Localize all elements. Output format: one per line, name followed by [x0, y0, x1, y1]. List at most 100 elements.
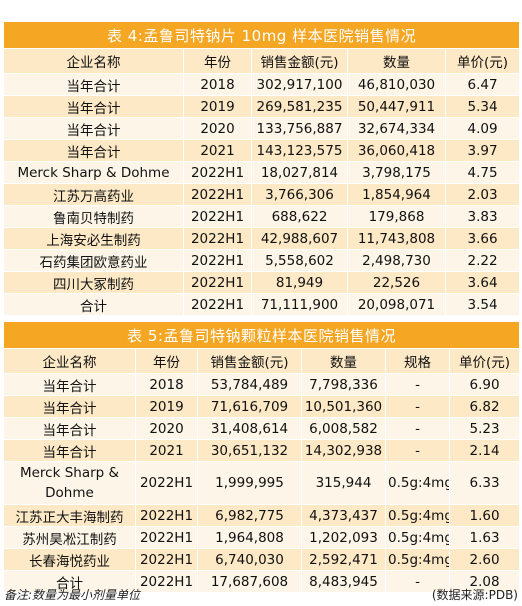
- unit-price-cell: 6.82: [448, 395, 521, 418]
- spec-cell: 0.5g:4mg: [385, 548, 450, 571]
- unit-price-cell: 3.83: [444, 205, 521, 228]
- table-header-row: 企业名称 年份 销售金额(元) 数量 规格 单价(元): [3, 348, 521, 374]
- table-5-title: 表 5:孟鲁司特钠颗粒样本医院销售情况: [2, 321, 521, 349]
- company-cell: 当年合计: [3, 139, 184, 162]
- sales-amount-cell: 18,027,814: [251, 161, 348, 184]
- header-unit-price: 单价(元): [448, 348, 521, 374]
- company-cell: 当年合计: [3, 395, 136, 418]
- unit-price-cell: 6.47: [444, 73, 521, 96]
- table-row: 上海安必生制药 2022H1 42,988,607 11,743,808 3.66: [3, 227, 521, 250]
- spec-cell: -: [385, 570, 450, 593]
- header-sales-amount: 销售金额(元): [197, 348, 302, 374]
- quantity-cell: 14,302,938: [301, 439, 386, 462]
- table-row: 当年合计 2018 53,784,489 7,798,336-6.90: [3, 373, 521, 396]
- quantity-cell: 179,868: [347, 205, 446, 228]
- table-4: 表 4:孟鲁司特钠片 10mg 样本医院销售情况 企业名称 年份 销售金额(元)…: [2, 21, 521, 316]
- unit-price-cell: 6.90: [448, 373, 521, 396]
- unit-price-cell: 3.97: [444, 139, 521, 162]
- sales-amount-cell: 6,740,030: [197, 548, 302, 571]
- spec-cell: 0.5g:4mg: [385, 504, 450, 527]
- table-row: 江苏正大丰海制药 2022H1 6,982,775 4,373,437 0.5g:4mg…: [3, 504, 521, 527]
- company-cell: 合计: [3, 293, 184, 316]
- table-row: 当年合计 2020 133,756,887 32,674,334 4.09: [3, 117, 521, 140]
- company-cell: Merck Sharp & Dohme: [3, 461, 136, 505]
- year-cell: 2021: [183, 139, 252, 162]
- unit-price-cell: 3.66: [444, 227, 521, 250]
- table-row: 当年合计 2021 30,651,132 14,302,938-2.14: [3, 439, 521, 462]
- sales-amount-cell: 30,651,132: [197, 439, 302, 462]
- header-company: 企业名称: [3, 348, 136, 374]
- quantity-cell: 20,098,071: [347, 293, 446, 316]
- table-row: Merck Sharp & Dohme 2022H1 18,027,814 3,798…: [3, 161, 521, 184]
- unit-price-cell: 3.64: [444, 271, 521, 294]
- year-cell: 2020: [135, 417, 198, 440]
- header-unit-price: 单价(元): [444, 48, 521, 74]
- unit-price-cell: 5.34: [444, 95, 521, 118]
- table-row: 当年合计 2019 71,616,709 10,501,360-6.82: [3, 395, 521, 418]
- sales-amount-cell: 1,999,995: [197, 461, 302, 505]
- spec-cell: 0.5g:4mg: [385, 526, 450, 549]
- unit-price-cell: 5.23: [448, 417, 521, 440]
- year-cell: 2022H1: [183, 227, 252, 250]
- quantity-cell: 50,447,911: [347, 95, 446, 118]
- year-cell: 2022H1: [135, 548, 198, 571]
- year-cell: 2022H1: [135, 504, 198, 527]
- table-row: 当年合计 2020 31,408,614 6,008,582-5.23: [3, 417, 521, 440]
- quantity-cell: 46,810,030: [347, 73, 446, 96]
- year-cell: 2022H1: [135, 526, 198, 549]
- unit-price-cell: 1.60: [448, 504, 521, 527]
- quantity-cell: 2,592,471: [301, 548, 386, 571]
- quantity-cell: 36,060,418: [347, 139, 446, 162]
- unit-price-cell: 4.09: [444, 117, 521, 140]
- quantity-cell: 10,501,360: [301, 395, 386, 418]
- sales-amount-cell: 17,687,608: [197, 570, 302, 593]
- table-row: 当年合计 2018 302,917,100 46,810,030 6.47: [3, 73, 521, 96]
- spec-cell: -: [385, 395, 450, 418]
- year-cell: 2019: [135, 395, 198, 418]
- company-cell: 鲁南贝特制药: [3, 205, 184, 228]
- unit-price-cell: 6.33: [448, 461, 521, 505]
- sales-amount-cell: 31,408,614: [197, 417, 302, 440]
- sales-amount-cell: 133,756,887: [251, 117, 348, 140]
- header-sales-amount: 销售金额(元): [251, 48, 348, 74]
- sales-amount-cell: 71,111,900: [251, 293, 348, 316]
- table-5: 表 5:孟鲁司特钠颗粒样本医院销售情况 企业名称 年份 销售金额(元) 数量 规…: [2, 321, 521, 593]
- unit-price-cell: 2.22: [444, 249, 521, 272]
- quantity-cell: 1,202,093: [301, 526, 386, 549]
- company-cell: 石药集团欧意药业: [3, 249, 184, 272]
- sales-amount-cell: 302,917,100: [251, 73, 348, 96]
- table-row: 合计 2022H1 17,687,608 8,483,945-2.08: [3, 570, 521, 593]
- company-cell: Merck Sharp & Dohme: [3, 161, 184, 184]
- quantity-cell: 22,526: [347, 271, 446, 294]
- footnote: 备注:数量为最小剂量单位: [4, 588, 141, 602]
- year-cell: 2022H1: [135, 570, 198, 593]
- company-cell: 江苏万高药业: [3, 183, 184, 206]
- spec-cell: 0.5g:4mg: [385, 461, 450, 505]
- year-cell: 2022H1: [135, 461, 198, 505]
- year-cell: 2022H1: [183, 293, 252, 316]
- unit-price-cell: 2.03: [444, 183, 521, 206]
- table-row: 石药集团欧意药业 2022H1 5,558,602 2,498,730 2.22: [3, 249, 521, 272]
- quantity-cell: 11,743,808: [347, 227, 446, 250]
- unit-price-cell: 2.60: [448, 548, 521, 571]
- company-cell: 当年合计: [3, 439, 136, 462]
- year-cell: 2022H1: [183, 205, 252, 228]
- company-cell: 当年合计: [3, 117, 184, 140]
- company-cell: 苏州昊凇江制药: [3, 526, 136, 549]
- table-row: 四川大冢制药 2022H1 81,949 22,526 3.64: [3, 271, 521, 294]
- unit-price-cell: 2.08: [448, 570, 521, 593]
- header-year: 年份: [135, 348, 198, 374]
- quantity-cell: 1,854,964: [347, 183, 446, 206]
- header-year: 年份: [183, 48, 252, 74]
- company-cell: 江苏正大丰海制药: [3, 504, 136, 527]
- quantity-cell: 315,944: [301, 461, 386, 505]
- header-quantity: 数量: [301, 348, 386, 374]
- unit-price-cell: 4.75: [444, 161, 521, 184]
- sales-amount-cell: 5,558,602: [251, 249, 348, 272]
- spec-cell: -: [385, 439, 450, 462]
- header-quantity: 数量: [347, 48, 446, 74]
- unit-price-cell: 3.54: [444, 293, 521, 316]
- sales-amount-cell: 81,949: [251, 271, 348, 294]
- table-4-title: 表 4:孟鲁司特钠片 10mg 样本医院销售情况: [2, 21, 521, 49]
- company-cell: 合计: [3, 570, 136, 593]
